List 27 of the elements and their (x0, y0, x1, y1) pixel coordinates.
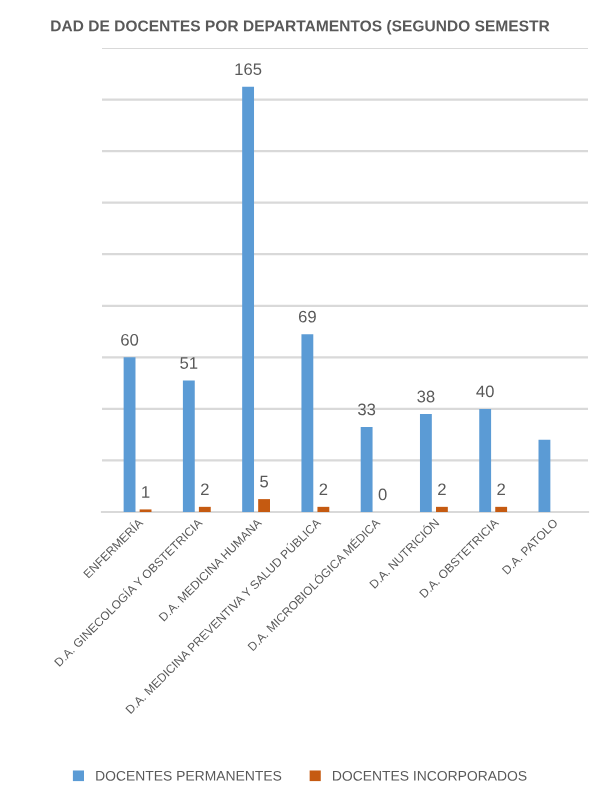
bar (495, 506, 508, 512)
data-label: 51 (180, 357, 198, 369)
bar (435, 506, 448, 512)
data-label: 1 (142, 486, 150, 498)
bar (182, 380, 195, 512)
bar (123, 357, 136, 512)
bar (479, 408, 492, 512)
data-label: 2 (201, 483, 209, 496)
data-label: 69 (298, 310, 316, 323)
data-label: 33 (358, 403, 376, 416)
data-label: 60 (121, 333, 139, 346)
bar (301, 334, 314, 512)
bar (419, 414, 432, 512)
bar (360, 426, 373, 512)
bar (538, 439, 551, 512)
bar (242, 86, 255, 512)
bar (198, 506, 211, 512)
data-label: 0 (378, 488, 387, 501)
data-label: 2 (319, 483, 328, 496)
data-label: 5 (260, 475, 269, 488)
data-label: 38 (417, 390, 435, 403)
bar (317, 506, 330, 512)
data-label: 2 (438, 483, 446, 496)
data-label: 2 (497, 483, 505, 496)
data-label: 165 (235, 63, 262, 76)
data-label: 40 (476, 385, 494, 398)
bar (258, 499, 271, 512)
